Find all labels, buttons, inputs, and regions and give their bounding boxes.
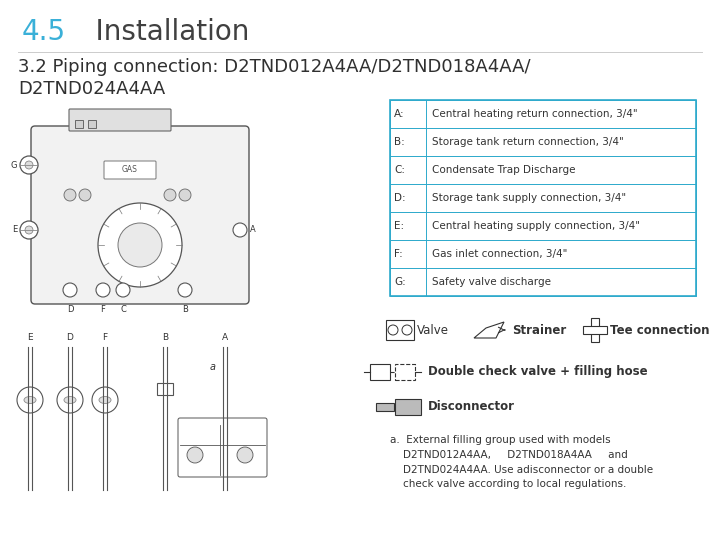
Circle shape (233, 223, 247, 237)
Text: E: E (12, 226, 17, 234)
Text: C: C (120, 305, 126, 314)
Bar (390, 128, 696, 156)
Bar (390, 100, 696, 128)
Circle shape (116, 283, 130, 297)
Bar (88, 120, 96, 128)
Circle shape (57, 387, 83, 413)
Text: G: G (11, 160, 17, 170)
Bar (390, 212, 696, 240)
Circle shape (388, 325, 398, 335)
Text: B: B (182, 305, 188, 314)
Text: F:: F: (394, 249, 402, 259)
Circle shape (164, 189, 176, 201)
Text: 4.5: 4.5 (22, 18, 66, 46)
Text: Double check valve + filling hose: Double check valve + filling hose (428, 366, 647, 379)
Circle shape (63, 283, 77, 297)
Ellipse shape (99, 396, 111, 403)
Circle shape (96, 283, 110, 297)
Text: D:: D: (394, 193, 405, 203)
Text: D: D (67, 305, 73, 314)
Text: a: a (210, 362, 216, 372)
Circle shape (25, 161, 33, 169)
Text: Strainer: Strainer (512, 323, 566, 336)
Bar (583, 326, 607, 334)
Text: B:: B: (394, 137, 405, 147)
Circle shape (25, 226, 33, 234)
Text: A:: A: (394, 109, 405, 119)
Text: F: F (102, 333, 107, 342)
Bar (376, 403, 394, 411)
Bar (75, 120, 83, 128)
Text: Safety valve discharge: Safety valve discharge (432, 277, 551, 287)
FancyBboxPatch shape (104, 161, 156, 179)
Bar (395, 364, 415, 380)
Text: Storage tank return connection, 3/4": Storage tank return connection, 3/4" (432, 137, 624, 147)
Circle shape (92, 387, 118, 413)
Ellipse shape (64, 396, 76, 403)
Ellipse shape (24, 396, 36, 403)
Circle shape (17, 387, 43, 413)
Text: a.  External filling group used with models
    D2TND012A4AA,     D2TND018A4AA  : a. External filling group used with mode… (390, 435, 653, 489)
Circle shape (402, 325, 412, 335)
Text: Valve: Valve (417, 323, 449, 336)
Bar (157, 383, 173, 395)
Bar (390, 184, 696, 212)
Text: A: A (250, 226, 256, 234)
Text: Central heating return connection, 3/4": Central heating return connection, 3/4" (432, 109, 638, 119)
Text: GAS: GAS (122, 165, 138, 174)
Bar (395, 399, 421, 415)
Bar (386, 320, 414, 340)
Text: A: A (222, 333, 228, 342)
Text: E: E (27, 333, 33, 342)
Text: G:: G: (394, 277, 406, 287)
Circle shape (178, 283, 192, 297)
Text: 3.2 Piping connection: D2TND012A4AA/D2TND018A4AA/: 3.2 Piping connection: D2TND012A4AA/D2TN… (18, 58, 531, 76)
FancyBboxPatch shape (178, 418, 267, 477)
Text: Tee connection: Tee connection (610, 323, 709, 336)
FancyBboxPatch shape (31, 126, 249, 304)
Circle shape (98, 203, 182, 287)
Text: F: F (101, 305, 105, 314)
Circle shape (20, 221, 38, 239)
Text: Disconnector: Disconnector (428, 401, 515, 414)
Text: Condensate Trap Discharge: Condensate Trap Discharge (432, 165, 575, 175)
FancyBboxPatch shape (69, 109, 171, 131)
Circle shape (20, 156, 38, 174)
Circle shape (79, 189, 91, 201)
Text: D: D (66, 333, 73, 342)
Circle shape (179, 189, 191, 201)
Bar (591, 318, 599, 342)
Bar (390, 156, 696, 184)
Text: Gas inlet connection, 3/4": Gas inlet connection, 3/4" (432, 249, 567, 259)
Circle shape (118, 223, 162, 267)
Text: E:: E: (394, 221, 404, 231)
Circle shape (64, 189, 76, 201)
Bar (390, 240, 696, 268)
Text: Installation: Installation (60, 18, 249, 46)
Text: D2TND024A4AA: D2TND024A4AA (18, 80, 166, 98)
Circle shape (237, 447, 253, 463)
Bar (390, 100, 696, 296)
Text: B: B (162, 333, 168, 342)
Text: Storage tank supply connection, 3/4": Storage tank supply connection, 3/4" (432, 193, 626, 203)
Bar (370, 364, 390, 380)
Circle shape (187, 447, 203, 463)
Text: C:: C: (394, 165, 405, 175)
Text: Central heating supply connection, 3/4": Central heating supply connection, 3/4" (432, 221, 640, 231)
Polygon shape (474, 322, 504, 338)
Bar (390, 268, 696, 296)
